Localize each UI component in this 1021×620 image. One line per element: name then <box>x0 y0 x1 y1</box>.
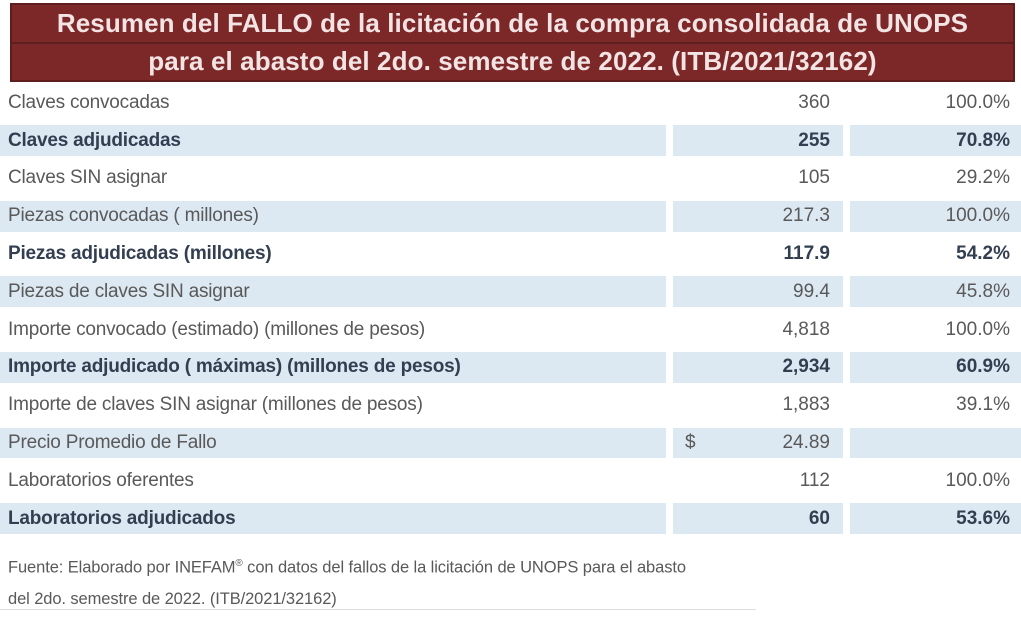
row-value: 4,818 <box>673 314 843 346</box>
value-number: 2,934 <box>782 356 830 378</box>
table-row: Laboratorios adjudicados 60 53.6% <box>0 500 1021 538</box>
value-number: 1,883 <box>782 394 830 416</box>
table-row: Claves adjudicadas 255 70.8% <box>0 122 1021 160</box>
row-label: Piezas adjudicadas (millones) <box>0 238 666 270</box>
row-value: 117.9 <box>673 238 843 270</box>
row-label: Importe adjudicado ( máximas) (millones … <box>0 352 666 383</box>
table-row: Precio Promedio de Fallo $ 24.89 <box>0 424 1021 462</box>
row-label: Claves adjudicadas <box>0 125 666 157</box>
registered-trademark-symbol: ® <box>235 558 243 569</box>
currency-symbol: $ <box>685 432 696 454</box>
row-value: 255 <box>673 125 843 157</box>
value-number: 360 <box>798 91 830 113</box>
table-row: Claves convocadas 360 100.0% <box>0 84 1021 122</box>
row-label: Importe de claves SIN asignar (millones … <box>0 389 666 421</box>
row-label: Importe convocado (estimado) (millones d… <box>0 314 666 346</box>
value-number: 117.9 <box>783 243 831 265</box>
row-percent: 100.0% <box>850 87 1021 119</box>
row-percent: 100.0% <box>850 314 1021 346</box>
table-row: Importe de claves SIN asignar (millones … <box>0 386 1021 424</box>
row-value: 217.3 <box>673 200 843 232</box>
row-percent <box>850 427 1021 459</box>
row-label: Piezas convocadas ( millones) <box>0 200 666 232</box>
value-number: 255 <box>798 129 830 151</box>
value-number: 112 <box>799 469 830 491</box>
row-label: Claves SIN asignar <box>0 163 666 194</box>
value-number: 105 <box>798 167 830 189</box>
value-number: 4,818 <box>782 318 830 340</box>
source-note-line-1: Fuente: Elaborado por INEFAM® con datos … <box>8 558 686 577</box>
row-value: 112 <box>673 465 843 497</box>
value-number: 217.3 <box>782 205 830 227</box>
row-label: Laboratorios adjudicados <box>0 503 666 535</box>
row-value: 60 <box>673 503 843 535</box>
table-row: Laboratorios oferentes 112 100.0% <box>0 462 1021 500</box>
row-percent: 100.0% <box>850 465 1021 497</box>
row-value: 2,934 <box>673 352 843 383</box>
row-percent: 53.6% <box>850 503 1021 535</box>
table-row: Importe adjudicado ( máximas) (millones … <box>0 349 1021 387</box>
title-line-1: Resumen del FALLO de la licitación de la… <box>12 5 1013 44</box>
row-percent: 39.1% <box>850 389 1021 421</box>
row-value: $ 24.89 <box>673 427 843 459</box>
row-percent: 60.9% <box>850 352 1021 383</box>
value-number: 60 <box>808 507 830 529</box>
source-note: Fuente: Elaborado por INEFAM® con datos … <box>8 548 1008 615</box>
value-number: 99.4 <box>793 280 830 302</box>
row-percent: 29.2% <box>850 163 1021 194</box>
row-value: 1,883 <box>673 389 843 421</box>
table-row: Piezas adjudicadas (millones) 117.9 54.2… <box>0 235 1021 273</box>
table-row: Claves SIN asignar 105 29.2% <box>0 160 1021 198</box>
row-percent: 100.0% <box>850 200 1021 232</box>
title-banner: Resumen del FALLO de la licitación de la… <box>10 3 1015 82</box>
row-value: 99.4 <box>673 276 843 308</box>
row-percent: 54.2% <box>850 238 1021 270</box>
row-value: 105 <box>673 163 843 194</box>
row-percent: 70.8% <box>850 125 1021 157</box>
bottom-divider-line <box>0 609 756 610</box>
table-row: Importe convocado (estimado) (millones d… <box>0 311 1021 349</box>
row-label: Piezas de claves SIN asignar <box>0 276 666 308</box>
source-note-line-2: del 2do. semestre de 2022. (ITB/2021/321… <box>8 589 337 608</box>
title-line-2: para el abasto del 2do. semestre de 2022… <box>148 46 877 77</box>
row-label: Laboratorios oferentes <box>0 465 666 497</box>
value-number: 24.89 <box>782 432 830 454</box>
summary-table: Claves convocadas 360 100.0% Claves adju… <box>0 84 1021 538</box>
row-percent: 45.8% <box>850 276 1021 308</box>
table-row: Piezas convocadas ( millones) 217.3 100.… <box>0 197 1021 235</box>
row-value: 360 <box>673 87 843 119</box>
table-row: Piezas de claves SIN asignar 99.4 45.8% <box>0 273 1021 311</box>
row-label: Precio Promedio de Fallo <box>0 427 666 459</box>
row-label: Claves convocadas <box>0 87 666 119</box>
